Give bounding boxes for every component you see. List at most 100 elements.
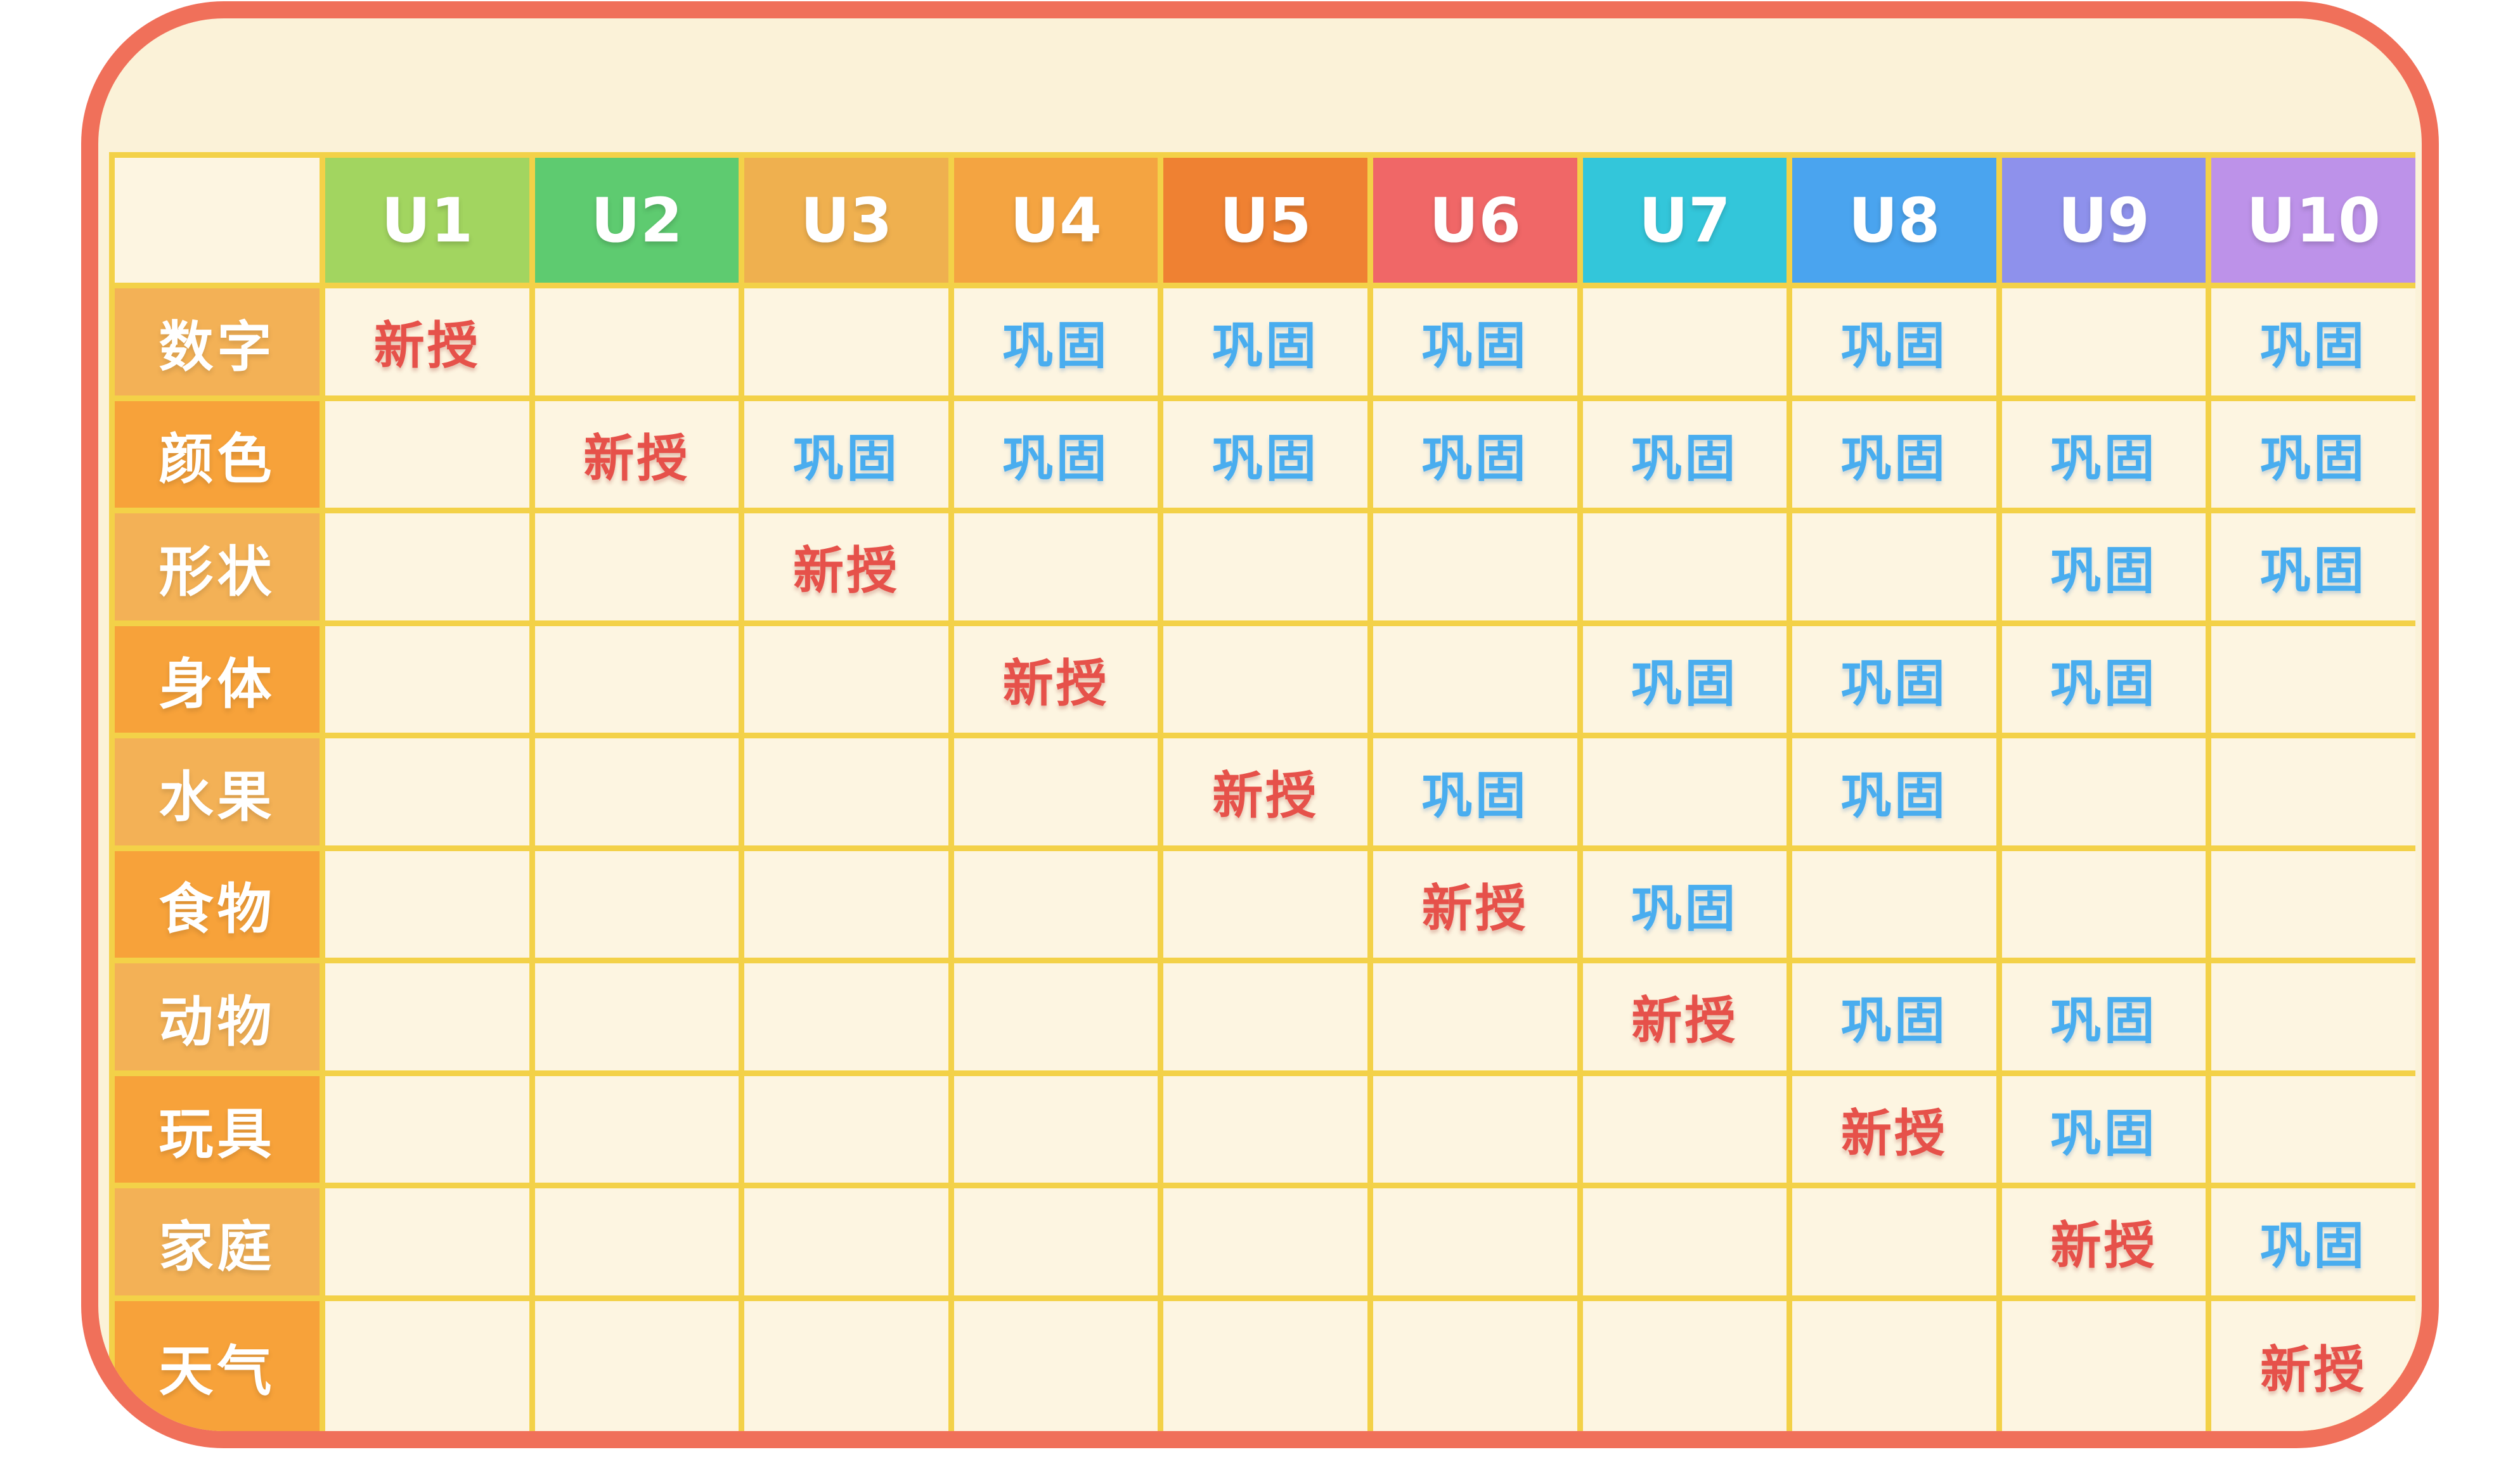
row-label-10: 天气: [115, 1301, 320, 1431]
unit-header-u4: U4: [953, 158, 1158, 283]
cell-r6-u9: [2001, 851, 2206, 958]
cell-r2-u9: 巩固: [2001, 401, 2206, 508]
cell-r4-u10: [2211, 626, 2415, 733]
cell-r9-u5: [1163, 1188, 1367, 1295]
cell-r7-u2: [534, 963, 739, 1070]
cell-r5-u3: [744, 738, 948, 845]
cell-r3-u1: [325, 513, 529, 620]
cell-r7-u9: 巩固: [2001, 963, 2206, 1070]
cell-r1-u2: [534, 288, 739, 395]
unit-header-u5: U5: [1163, 158, 1367, 283]
cell-r4-u2: [534, 626, 739, 733]
cell-r1-u4: 巩固: [953, 288, 1158, 395]
cell-r8-u8: 新授: [1792, 1076, 1996, 1183]
cell-r8-u6: [1373, 1076, 1577, 1183]
cell-r7-u8: 巩固: [1792, 963, 1996, 1070]
corner-cell: [115, 158, 320, 283]
cell-r6-u1: [325, 851, 529, 958]
cell-r2-u10: 巩固: [2211, 401, 2415, 508]
cell-r7-u6: [1373, 963, 1577, 1070]
cell-r4-u4: 新授: [953, 626, 1158, 733]
cell-r10-u5: [1163, 1301, 1367, 1431]
cell-r3-u9: 巩固: [2001, 513, 2206, 620]
cell-r4-u3: [744, 626, 948, 733]
unit-header-u6: U6: [1373, 158, 1577, 283]
cell-r6-u6: 新授: [1373, 851, 1577, 958]
row-label-6: 食物: [115, 851, 320, 958]
cell-r3-u4: [953, 513, 1158, 620]
cell-r9-u3: [744, 1188, 948, 1295]
cell-r9-u4: [953, 1188, 1158, 1295]
unit-header-u10: U10: [2211, 158, 2415, 283]
row-label-9: 家庭: [115, 1188, 320, 1295]
cell-r1-u5: 巩固: [1163, 288, 1367, 395]
row-label-3: 形状: [115, 513, 320, 620]
cell-r1-u6: 巩固: [1373, 288, 1577, 395]
cell-r2-u1: [325, 401, 529, 508]
cell-r7-u4: [953, 963, 1158, 1070]
cell-r6-u2: [534, 851, 739, 958]
cell-r7-u1: [325, 963, 529, 1070]
cell-r10-u1: [325, 1301, 529, 1431]
cell-r3-u6: [1373, 513, 1577, 620]
cell-r1-u10: 巩固: [2211, 288, 2415, 395]
cell-r1-u7: [1582, 288, 1787, 395]
cell-r3-u5: [1163, 513, 1367, 620]
cell-r5-u1: [325, 738, 529, 845]
cell-r8-u3: [744, 1076, 948, 1183]
matrix-table: U1 U2 U3 U4 U5 U6 U7 U8 U9 U10 数字 新授 巩固 巩固 巩固 巩固 巩固 颜色 新授巩…: [109, 152, 2415, 1431]
cell-r10-u3: [744, 1301, 948, 1431]
cell-r10-u2: [534, 1301, 739, 1431]
unit-header-u9: U9: [2001, 158, 2206, 283]
row-label-8: 玩具: [115, 1076, 320, 1183]
cell-r8-u1: [325, 1076, 529, 1183]
cell-r9-u2: [534, 1188, 739, 1295]
cell-r10-u6: [1373, 1301, 1577, 1431]
cell-r9-u10: 巩固: [2211, 1188, 2415, 1295]
cell-r3-u7: [1582, 513, 1787, 620]
cell-r1-u9: [2001, 288, 2206, 395]
cell-r2-u2: 新授: [534, 401, 739, 508]
row-label-1: 数字: [115, 288, 320, 395]
cell-r9-u1: [325, 1188, 529, 1295]
cell-r3-u3: 新授: [744, 513, 948, 620]
row-label-2: 颜色: [115, 401, 320, 508]
cell-r8-u5: [1163, 1076, 1367, 1183]
cell-r1-u1: 新授: [325, 288, 529, 395]
rounded-frame: U1 U2 U3 U4 U5 U6 U7 U8 U9 U10 数字 新授 巩固 巩固 巩固 巩固 巩固 颜色 新授巩…: [81, 1, 2439, 1448]
cell-r5-u9: [2001, 738, 2206, 845]
unit-header-u8: U8: [1792, 158, 1996, 283]
cell-r3-u8: [1792, 513, 1996, 620]
cell-r2-u3: 巩固: [744, 401, 948, 508]
cell-r7-u5: [1163, 963, 1367, 1070]
cell-r5-u5: 新授: [1163, 738, 1367, 845]
cell-r4-u7: 巩固: [1582, 626, 1787, 733]
cell-r3-u10: 巩固: [2211, 513, 2415, 620]
cell-r5-u4: [953, 738, 1158, 845]
cell-r6-u7: 巩固: [1582, 851, 1787, 958]
cell-r1-u8: 巩固: [1792, 288, 1996, 395]
cell-r3-u2: [534, 513, 739, 620]
unit-header-u7: U7: [1582, 158, 1787, 283]
cell-r8-u7: [1582, 1076, 1787, 1183]
cell-r4-u5: [1163, 626, 1367, 733]
cell-r8-u10: [2211, 1076, 2415, 1183]
cell-r6-u5: [1163, 851, 1367, 958]
cell-r6-u10: [2211, 851, 2415, 958]
cell-r2-u7: 巩固: [1582, 401, 1787, 508]
cell-r2-u5: 巩固: [1163, 401, 1367, 508]
cell-r7-u10: [2211, 963, 2415, 1070]
cell-r6-u8: [1792, 851, 1996, 958]
cell-r4-u6: [1373, 626, 1577, 733]
cell-r10-u10: 新授: [2211, 1301, 2415, 1431]
cell-r5-u8: 巩固: [1792, 738, 1996, 845]
row-label-4: 身体: [115, 626, 320, 733]
cell-r7-u7: 新授: [1582, 963, 1787, 1070]
cell-r1-u3: [744, 288, 948, 395]
cell-r4-u9: 巩固: [2001, 626, 2206, 733]
cell-r5-u2: [534, 738, 739, 845]
cell-r6-u3: [744, 851, 948, 958]
cell-r4-u8: 巩固: [1792, 626, 1996, 733]
cell-r7-u3: [744, 963, 948, 1070]
cell-r2-u8: 巩固: [1792, 401, 1996, 508]
